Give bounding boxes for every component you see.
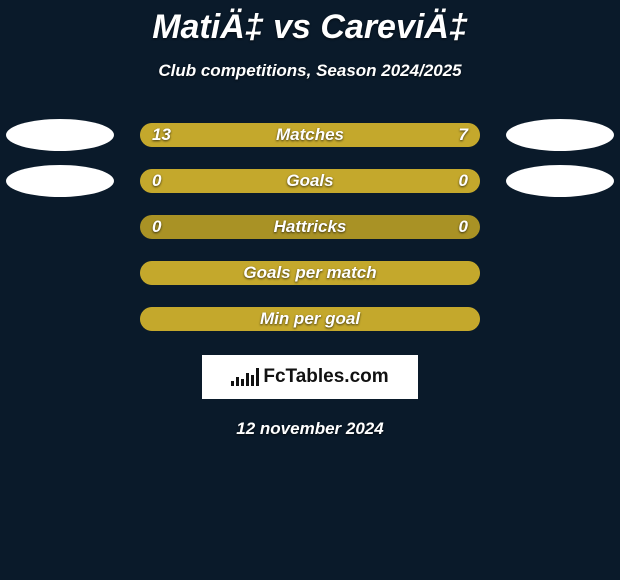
player-left-photo (6, 119, 114, 151)
player-left-photo (6, 165, 114, 197)
date-text: 12 november 2024 (0, 419, 620, 439)
stat-label: Goals (140, 169, 480, 193)
stat-row: 137Matches (0, 123, 620, 147)
stat-bar: 00Goals (140, 169, 480, 193)
chart-icon (231, 368, 259, 386)
stat-row: 00Goals (0, 169, 620, 193)
fctables-logo[interactable]: FcTables.com (202, 355, 418, 399)
stat-label: Matches (140, 123, 480, 147)
stat-bar: Goals per match (140, 261, 480, 285)
stat-label: Min per goal (140, 307, 480, 331)
stat-bar: 00Hattricks (140, 215, 480, 239)
stat-label: Goals per match (140, 261, 480, 285)
comparison-widget: MatiÄ‡ vs CareviÄ‡ Club competitions, Se… (0, 0, 620, 439)
stat-row: Goals per match (0, 261, 620, 285)
player-right-photo (506, 119, 614, 151)
stat-row: 00Hattricks (0, 215, 620, 239)
stat-row: Min per goal (0, 307, 620, 331)
stat-bar: 137Matches (140, 123, 480, 147)
player-right-photo (506, 165, 614, 197)
page-title: MatiÄ‡ vs CareviÄ‡ (0, 8, 620, 47)
stats-list: 137Matches 00Goals 00Hattricks Goals per ma… (0, 123, 620, 331)
stat-label: Hattricks (140, 215, 480, 239)
subtitle: Club competitions, Season 2024/2025 (0, 61, 620, 81)
logo-label: FcTables.com (263, 366, 388, 388)
stat-bar: Min per goal (140, 307, 480, 331)
